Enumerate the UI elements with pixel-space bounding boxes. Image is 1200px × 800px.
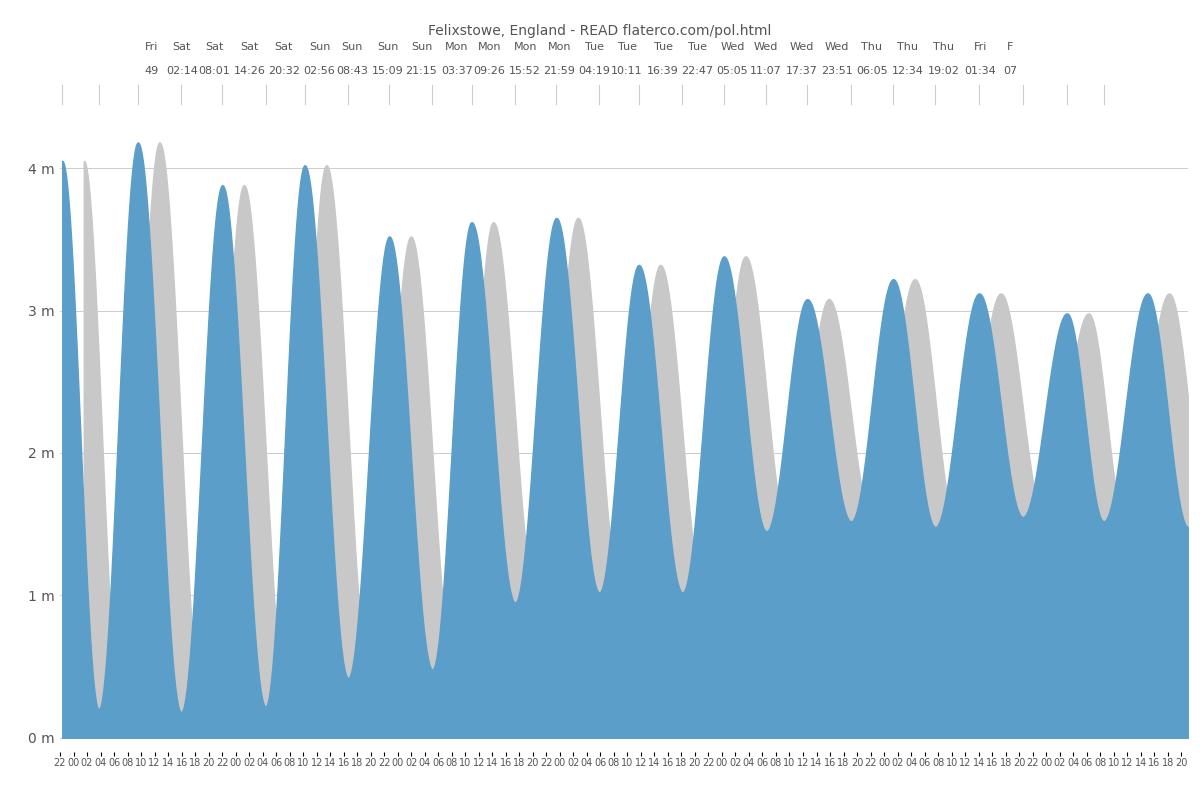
Text: Thu: Thu	[862, 42, 882, 52]
Text: Thu: Thu	[934, 42, 954, 52]
Text: 21:15: 21:15	[406, 66, 437, 76]
Text: 21:59: 21:59	[544, 66, 575, 76]
Text: 15:09: 15:09	[372, 66, 403, 76]
Text: Sat: Sat	[173, 42, 191, 52]
Text: F: F	[1007, 42, 1014, 52]
Text: Wed: Wed	[790, 42, 815, 52]
Text: Sat: Sat	[241, 42, 259, 52]
Text: 05:05: 05:05	[716, 66, 749, 76]
Text: 16:39: 16:39	[647, 66, 679, 76]
Text: 23:51: 23:51	[821, 66, 853, 76]
Text: 49: 49	[145, 66, 158, 76]
Text: 12:34: 12:34	[892, 66, 924, 76]
Text: Mon: Mon	[478, 42, 502, 52]
Text: 02:14: 02:14	[166, 66, 198, 76]
Text: 22:47: 22:47	[682, 66, 713, 76]
Text: 08:01: 08:01	[198, 66, 230, 76]
Text: 11:07: 11:07	[750, 66, 782, 76]
Text: 10:11: 10:11	[611, 66, 643, 76]
Text: 03:37: 03:37	[442, 66, 473, 76]
Text: 04:19: 04:19	[578, 66, 611, 76]
Text: Tue: Tue	[618, 42, 637, 52]
Text: Mon: Mon	[547, 42, 571, 52]
Text: 08:43: 08:43	[336, 66, 367, 76]
Text: 20:32: 20:32	[268, 66, 300, 76]
Text: Sun: Sun	[341, 42, 362, 52]
Text: Sun: Sun	[410, 42, 432, 52]
Text: 01:34: 01:34	[965, 66, 996, 76]
Text: Sat: Sat	[205, 42, 223, 52]
Text: Fri: Fri	[973, 42, 986, 52]
Text: Mon: Mon	[445, 42, 469, 52]
Text: Wed: Wed	[720, 42, 744, 52]
Text: 02:56: 02:56	[304, 66, 335, 76]
Text: Tue: Tue	[586, 42, 604, 52]
Text: Tue: Tue	[654, 42, 673, 52]
Text: 09:26: 09:26	[473, 66, 505, 76]
Text: 17:37: 17:37	[786, 66, 818, 76]
Text: 14:26: 14:26	[234, 66, 265, 76]
Text: 19:02: 19:02	[928, 66, 960, 76]
Text: 07: 07	[1003, 66, 1018, 76]
Text: Sat: Sat	[275, 42, 293, 52]
Text: Felixstowe, England - READ flaterco.com/pol.html: Felixstowe, England - READ flaterco.com/…	[428, 24, 772, 38]
Text: Sun: Sun	[377, 42, 398, 52]
Text: Tue: Tue	[688, 42, 707, 52]
Text: Wed: Wed	[754, 42, 779, 52]
Text: Thu: Thu	[898, 42, 918, 52]
Text: 15:52: 15:52	[509, 66, 541, 76]
Text: Sun: Sun	[308, 42, 330, 52]
Text: 06:05: 06:05	[856, 66, 888, 76]
Text: Fri: Fri	[145, 42, 158, 52]
Text: Wed: Wed	[824, 42, 850, 52]
Text: Mon: Mon	[514, 42, 536, 52]
